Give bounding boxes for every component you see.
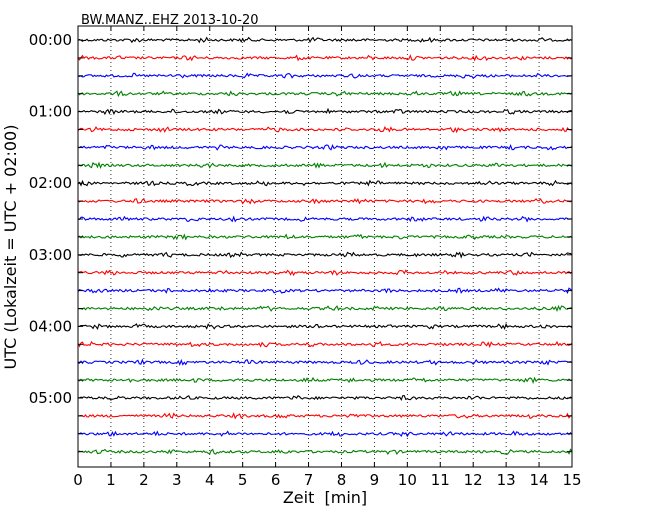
trace-0415	[77, 340, 573, 349]
x-axis-label: Zeit [min]	[283, 488, 367, 507]
trace-0130	[77, 143, 573, 151]
x-tick-label-5: 5	[238, 471, 248, 489]
trace-0445	[77, 376, 573, 385]
y-axis-label: UTC (Lokalzeit = UTC + 02:00)	[1, 125, 20, 370]
y-tick-labels: 00:00 01:00 02:00 03:00 04:00 05:00	[29, 31, 72, 407]
trace-0115	[77, 125, 573, 134]
trace-0515	[77, 412, 573, 420]
x-tick-label-4: 4	[205, 471, 215, 489]
y-tick-label-2: 02:00	[29, 174, 72, 192]
x-tick-label-12: 12	[464, 471, 483, 489]
x-tick-label-14: 14	[530, 471, 549, 489]
x-tick-label-0: 0	[73, 471, 83, 489]
x-tick-label-7: 7	[304, 471, 314, 489]
x-tick-label-11: 11	[431, 471, 450, 489]
trace-0430	[77, 358, 573, 366]
x-tick-label-1: 1	[106, 471, 116, 489]
x-tick-label-9: 9	[370, 471, 380, 489]
y-tick-label-0: 00:00	[29, 31, 72, 49]
y-tick-label-5: 05:00	[29, 389, 72, 407]
trace-0530	[77, 430, 573, 438]
trace-0030	[77, 72, 573, 79]
trace-0300	[77, 251, 573, 259]
trace-0545	[77, 448, 573, 456]
x-tick-labels: 0 1 2 3 4 5 6 7 8 9 10 11 12 13 14 15	[73, 471, 581, 489]
trace-0215	[77, 198, 573, 205]
x-tick-label-6: 6	[271, 471, 281, 489]
x-tick-label-2: 2	[139, 471, 149, 489]
trace-0345	[78, 304, 573, 313]
trace-0015	[77, 54, 573, 62]
plot-area	[78, 26, 572, 467]
x-tick-label-3: 3	[172, 471, 182, 489]
x-tick-label-10: 10	[398, 471, 417, 489]
y-tick-label-4: 04:00	[29, 317, 72, 335]
grid-lines	[110, 26, 540, 467]
trace-0500	[77, 395, 573, 402]
trace-0200	[77, 179, 573, 187]
traces	[77, 36, 573, 456]
trace-0145	[77, 161, 573, 169]
x-tick-label-8: 8	[337, 471, 347, 489]
trace-0230	[77, 215, 573, 223]
trace-0000	[77, 36, 573, 44]
trace-0100	[77, 107, 573, 116]
x-tick-label-15: 15	[562, 471, 581, 489]
trace-0330	[77, 287, 573, 294]
chart-title: BW.MANZ..EHZ 2013-10-20	[81, 13, 259, 28]
trace-0045	[77, 90, 573, 98]
trace-0400	[77, 322, 573, 330]
x-tick-label-13: 13	[497, 471, 516, 489]
trace-0315	[77, 269, 573, 277]
plot-frame	[77, 25, 573, 468]
axis-ticks	[77, 26, 573, 467]
trace-0245	[77, 233, 573, 241]
y-tick-label-3: 03:00	[29, 246, 72, 264]
y-tick-label-1: 01:00	[29, 103, 72, 121]
